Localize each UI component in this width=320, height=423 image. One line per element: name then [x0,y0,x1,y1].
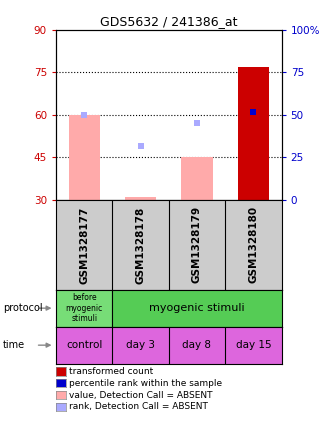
Text: percentile rank within the sample: percentile rank within the sample [69,379,222,388]
Text: before
myogenic
stimuli: before myogenic stimuli [66,293,103,323]
Text: day 8: day 8 [182,340,212,350]
Title: GDS5632 / 241386_at: GDS5632 / 241386_at [100,16,237,28]
Text: day 3: day 3 [126,340,155,350]
Text: time: time [3,340,25,350]
Bar [125,197,156,200]
Text: GSM1328177: GSM1328177 [79,206,89,283]
Text: myogenic stimuli: myogenic stimuli [149,303,245,313]
Text: protocol: protocol [3,303,43,313]
Bar [56,290,112,327]
Bar [112,290,282,327]
Text: GSM1328180: GSM1328180 [248,206,259,283]
Bar [181,157,212,200]
Bar [69,115,100,200]
Bar [238,66,269,200]
Text: day 15: day 15 [236,340,271,350]
Text: transformed count: transformed count [69,367,153,376]
Text: control: control [66,340,102,350]
Text: GSM1328179: GSM1328179 [192,206,202,283]
Text: value, Detection Call = ABSENT: value, Detection Call = ABSENT [69,390,212,400]
Text: rank, Detection Call = ABSENT: rank, Detection Call = ABSENT [69,402,208,412]
Text: GSM1328178: GSM1328178 [136,206,146,283]
